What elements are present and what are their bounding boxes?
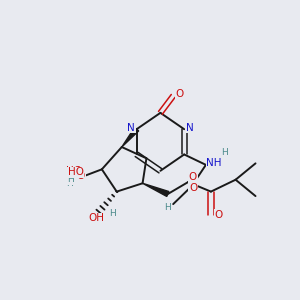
Polygon shape — [122, 128, 139, 147]
Text: O: O — [214, 210, 223, 220]
Text: H: H — [164, 203, 171, 212]
Text: HO: HO — [66, 167, 82, 176]
Text: H: H — [66, 166, 73, 175]
Text: H: H — [66, 179, 73, 188]
Polygon shape — [142, 183, 169, 196]
Text: OH: OH — [88, 213, 104, 224]
Text: O: O — [189, 172, 197, 182]
Text: N: N — [186, 123, 194, 133]
Text: O: O — [176, 89, 184, 99]
Text: O: O — [76, 171, 85, 181]
Text: H: H — [67, 175, 74, 184]
Text: H: H — [221, 148, 228, 157]
Text: O: O — [189, 183, 197, 193]
Text: H: H — [109, 209, 116, 218]
Text: N: N — [128, 123, 135, 133]
Text: NH: NH — [206, 158, 222, 168]
Text: HO: HO — [68, 167, 84, 177]
